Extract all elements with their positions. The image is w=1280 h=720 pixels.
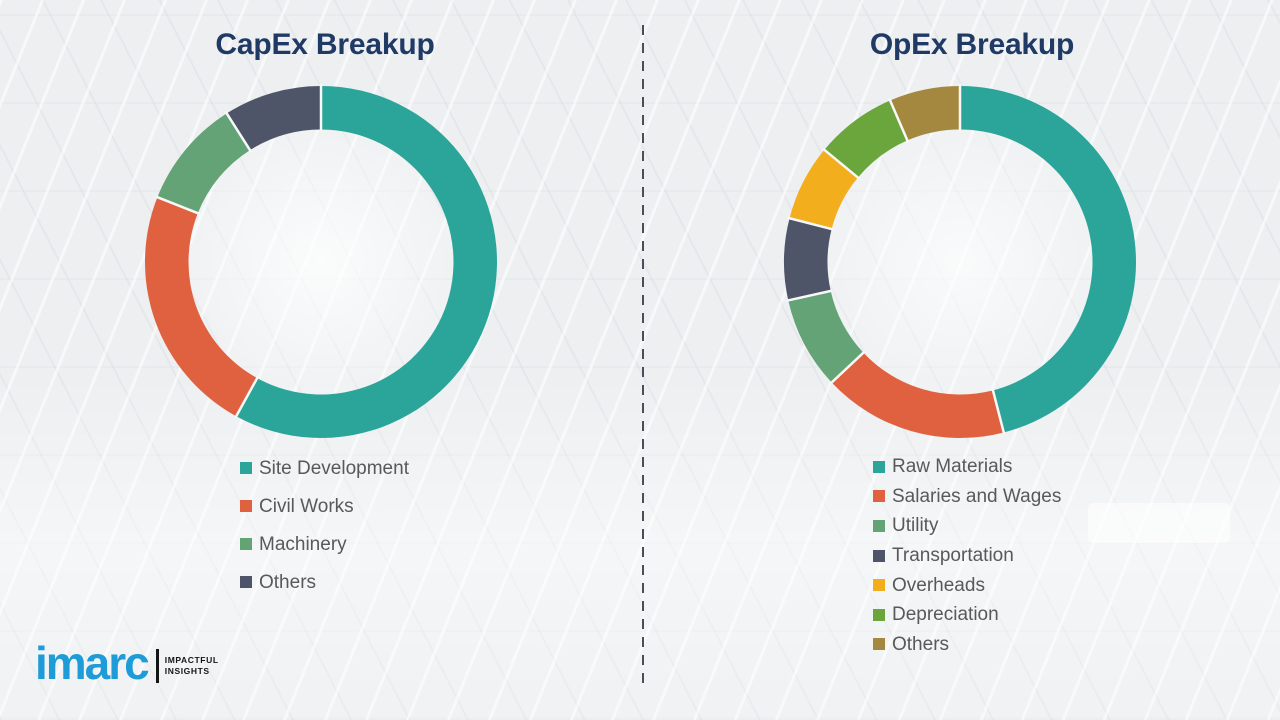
legend-item-salaries-and-wages: Salaries and Wages [873, 482, 1061, 512]
capex-chart-title: CapEx Breakup [215, 28, 435, 61]
logo-divider-bar [155, 649, 159, 683]
legend-label: Raw Materials [892, 456, 1013, 478]
donut-segment-others [226, 86, 321, 151]
segment-separator [224, 111, 253, 153]
legend-item-others: Others [240, 563, 409, 601]
legend-swatch-others [873, 638, 885, 651]
legend-item-raw-materials: Raw Materials [873, 452, 1061, 482]
legend-item-machinery: Machinery [240, 525, 409, 563]
legend-swatch-utility [873, 519, 885, 532]
segment-separator [786, 289, 833, 303]
legend-swatch-overheads [873, 579, 885, 592]
donut-segment-transportation [784, 218, 832, 301]
legend-item-transportation: Transportation [873, 541, 1061, 571]
capex-legend: Site Development Civil Works Machinery Othe… [240, 449, 409, 601]
donut-segment-civil-works [145, 197, 258, 417]
segment-separator [991, 388, 1006, 435]
legend-swatch-site-development [240, 462, 252, 474]
legend-swatch-machinery [240, 538, 252, 550]
imarc-logo-text: imarc [35, 637, 150, 689]
legend-swatch-others [240, 576, 252, 588]
legend-swatch-depreciation [873, 608, 885, 621]
segment-separator [787, 216, 834, 231]
donut-segment-overheads [789, 149, 858, 230]
opex-chart-title: OpEx Breakup [869, 28, 1075, 61]
legend-item-utility: Utility [873, 511, 1061, 541]
segment-separator [155, 195, 201, 216]
legend-item-others: Others [873, 630, 1061, 660]
legend-label: Salaries and Wages [892, 485, 1062, 507]
legend-label: Others [892, 633, 950, 655]
donut-segment-raw-materials [960, 86, 1136, 433]
donut-segment-others [890, 86, 960, 141]
logo-tagline-line2: INSIGHTS [164, 666, 210, 676]
donut-segment-machinery [157, 113, 250, 214]
segment-separator [829, 350, 866, 385]
legend-label: Civil Works [259, 495, 354, 517]
legend-item-site-development: Site Development [240, 449, 409, 487]
imarc-logo: imarc IMPACTFUL INSIGHTS [35, 640, 219, 686]
legend-swatch-transportation [873, 549, 885, 562]
logo-tagline: IMPACTFUL INSIGHTS [165, 655, 219, 677]
legend-item-depreciation: Depreciation [873, 600, 1061, 630]
donut-segment-salaries-and-wages [831, 352, 1004, 438]
legend-item-overheads: Overheads [873, 570, 1061, 600]
logo-tagline-line1: IMPACTFUL [164, 655, 219, 665]
legend-label: Depreciation [892, 604, 999, 626]
legend-item-civil-works: Civil Works [240, 487, 409, 525]
legend-swatch-civil-works [240, 500, 252, 512]
legend-label: Site Development [259, 457, 409, 479]
section-divider-dashed-line [642, 25, 644, 691]
donut-segment-depreciation [824, 100, 908, 178]
legend-swatch-salaries-and-wages [873, 490, 885, 503]
background-shape [1088, 503, 1230, 543]
legend-label: Overheads [892, 574, 985, 596]
capex-donut-chart [143, 84, 499, 440]
legend-label: Transportation [892, 545, 1014, 567]
opex-donut-chart [782, 84, 1138, 440]
legend-label: Utility [892, 515, 939, 537]
segment-separator [888, 98, 910, 143]
segment-separator [822, 147, 861, 180]
donut-segment-site-development [236, 86, 497, 438]
segment-separator [234, 375, 260, 419]
legend-label: Machinery [259, 533, 347, 555]
opex-legend: Raw Materials Salaries and Wages Utility Tr… [873, 452, 1061, 659]
legend-swatch-raw-materials [873, 460, 885, 473]
donut-segment-utility [788, 290, 864, 383]
legend-label: Others [259, 571, 317, 593]
